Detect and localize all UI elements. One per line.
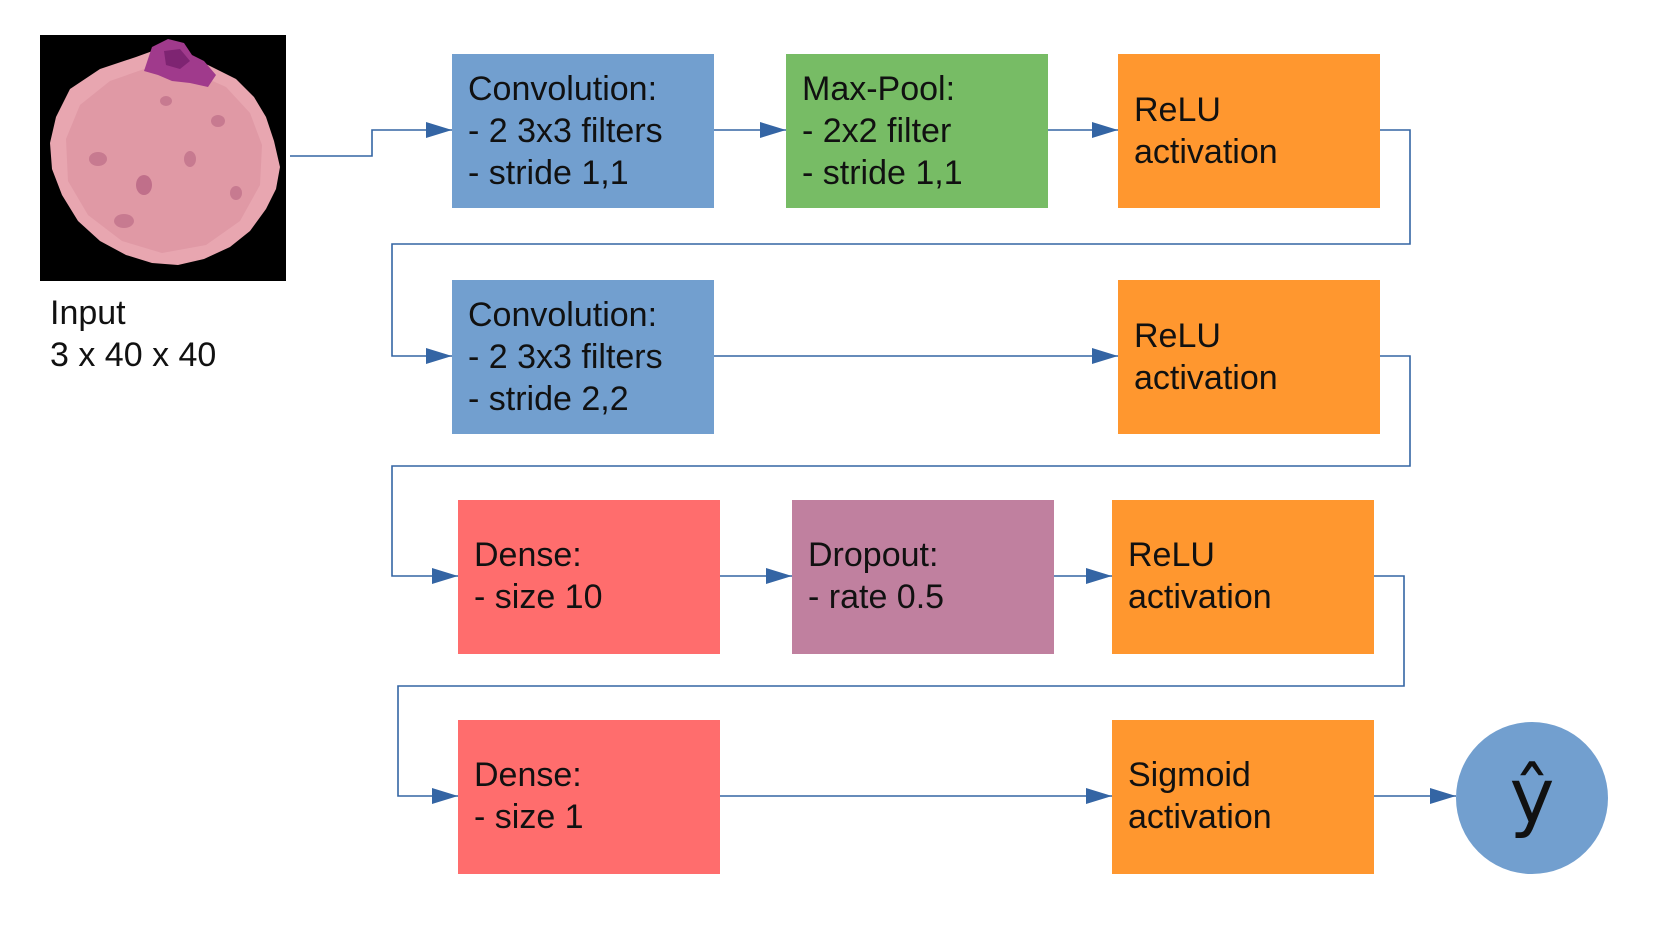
relu1-activation: activation	[1134, 133, 1278, 171]
conv1-layer-box: Convolution: - 2 3x3 filters - stride 1,…	[452, 54, 714, 208]
relu1-name: ReLU	[1134, 91, 1221, 129]
sigmoid-layer-box: Sigmoid activation	[1112, 720, 1374, 874]
dense1-title: Dense:	[474, 536, 582, 574]
sigmoid-activation: activation	[1128, 798, 1272, 836]
edge-relu3-to-dense2	[397, 575, 1405, 804]
input-cell-image	[40, 35, 286, 281]
conv2-title: Convolution:	[468, 296, 658, 334]
input-label: Input 3 x 40 x 40	[50, 292, 216, 376]
conv2-layer-box: Convolution: - 2 3x3 filters - stride 2,…	[452, 280, 714, 434]
relu2-name: ReLU	[1134, 317, 1221, 355]
dropout-rate: - rate 0.5	[808, 578, 945, 616]
relu2-layer-box: ReLU activation	[1118, 280, 1380, 434]
edge-relu2-to-dense1	[391, 355, 1411, 584]
dropout-layer-box: Dropout: - rate 0.5	[792, 500, 1054, 654]
relu1-layer-box: ReLU activation	[1118, 54, 1380, 208]
dense1-layer-box: Dense: - size 10	[458, 500, 720, 654]
conv2-filters: - 2 3x3 filters	[468, 338, 663, 376]
maxpool-filter: - 2x2 filter	[802, 112, 952, 150]
edge-input-to-conv1	[290, 122, 452, 157]
sigmoid-name: Sigmoid	[1128, 756, 1251, 794]
dropout-title: Dropout:	[808, 536, 939, 574]
output-label: ŷ	[1509, 750, 1555, 840]
edge-relu1-to-conv2	[391, 129, 1411, 364]
dense2-size: - size 1	[474, 798, 584, 836]
conv1-filters: - 2 3x3 filters	[468, 112, 663, 150]
dense2-layer-box: Dense: - size 1	[458, 720, 720, 874]
conv2-stride: - stride 2,2	[468, 380, 629, 418]
relu3-activation: activation	[1128, 578, 1272, 616]
input-shape: 3 x 40 x 40	[50, 336, 217, 374]
relu3-name: ReLU	[1128, 536, 1215, 574]
dense1-size: - size 10	[474, 578, 603, 616]
conv1-title: Convolution:	[468, 70, 658, 108]
relu3-layer-box: ReLU activation	[1112, 500, 1374, 654]
input-label-title: Input	[50, 294, 126, 332]
conv1-stride: - stride 1,1	[468, 154, 629, 192]
output-node: ŷ	[1456, 722, 1608, 874]
relu2-activation: activation	[1134, 359, 1278, 397]
maxpool-layer-box: Max-Pool: - 2x2 filter - stride 1,1	[786, 54, 1048, 208]
maxpool-stride: - stride 1,1	[802, 154, 963, 192]
dense2-title: Dense:	[474, 756, 582, 794]
maxpool-title: Max-Pool:	[802, 70, 956, 108]
